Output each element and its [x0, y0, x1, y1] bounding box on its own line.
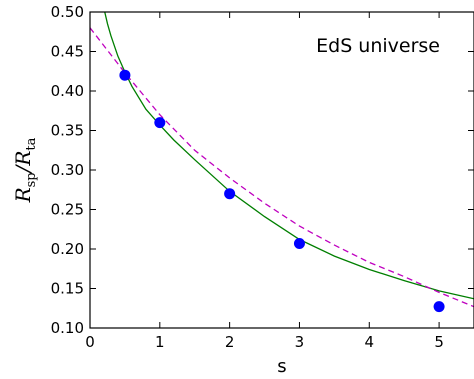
y-tick-label: 0.15: [51, 280, 84, 298]
x-tick-label: 0: [85, 333, 95, 351]
data-point: [433, 301, 445, 313]
y-label-r2: R: [11, 151, 35, 167]
dashed-fit-curve: [90, 27, 474, 308]
x-tick-label: 1: [155, 333, 165, 351]
y-tick-label: 0.20: [51, 240, 84, 258]
x-tick-label: 5: [434, 333, 444, 351]
data-point: [224, 188, 236, 200]
y-tick-label: 0.25: [51, 201, 84, 219]
y-tick-label: 0.45: [51, 43, 84, 61]
y-label-sub1: sp: [24, 172, 39, 187]
y-tick-label: 0.30: [51, 161, 84, 179]
y-label-slash: /: [11, 163, 35, 174]
plot-area: [90, 12, 474, 313]
y-label-r1: R: [11, 187, 35, 203]
axis-ticks: 0 1 2 3 4 5 0.10 0.15 0.20 0.25 0.30 0.35 0.40 0.45 0.…: [51, 3, 474, 351]
data-point: [119, 69, 131, 81]
y-tick-label: 0.50: [51, 3, 84, 21]
y-label-sub2: ta: [24, 137, 39, 150]
x-axis-label: s: [277, 356, 286, 377]
annotation-label: EdS universe: [316, 35, 440, 57]
data-point: [293, 237, 305, 249]
plot-frame: [89, 11, 474, 329]
y-tick-label: 0.40: [51, 82, 84, 100]
x-tick-label: 4: [364, 333, 374, 351]
y-tick-label: 0.35: [51, 122, 84, 140]
x-tick-label: 3: [295, 333, 305, 351]
data-point: [154, 117, 166, 129]
solid-fit-curve: [104, 12, 474, 300]
y-axis-label: Rsp/Rta: [11, 137, 39, 203]
y-tick-label: 0.10: [51, 319, 84, 337]
x-tick-label: 2: [225, 333, 235, 351]
